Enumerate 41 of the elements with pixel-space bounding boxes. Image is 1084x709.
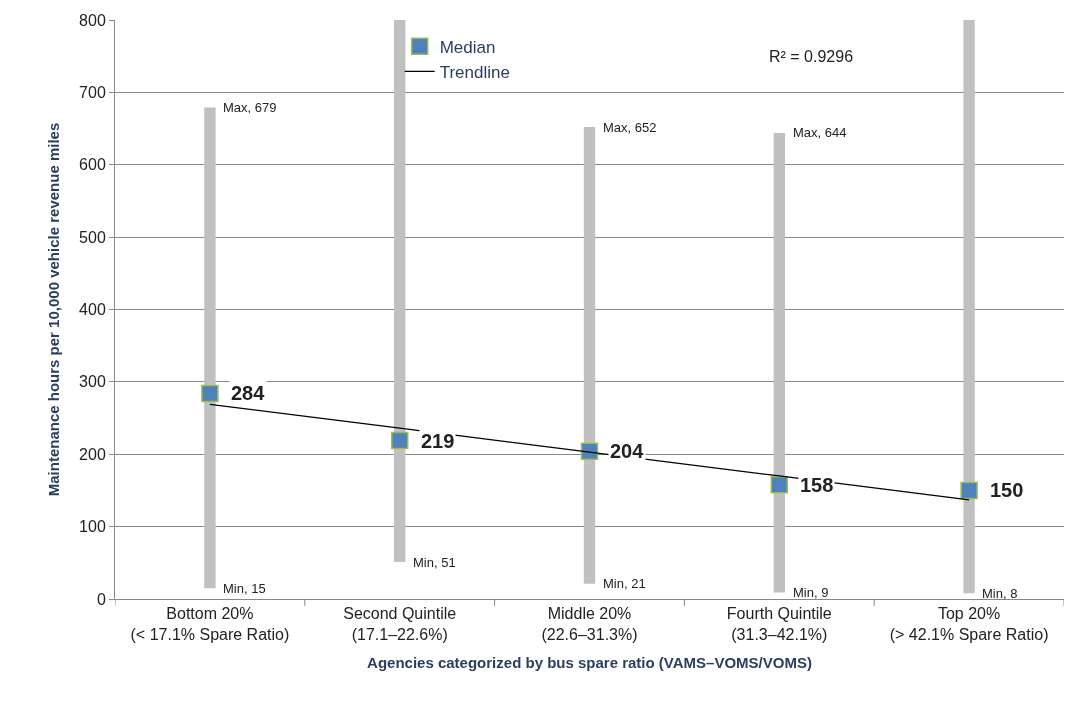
legend-label: Trendline bbox=[439, 62, 510, 82]
legend-label: Median bbox=[439, 37, 496, 57]
y-axis-title: Maintenance hours per 10,000 vehicle revenue miles bbox=[45, 122, 63, 497]
annotation: Min, 15 bbox=[223, 581, 266, 596]
data-label: 204 bbox=[610, 440, 645, 462]
y-tick-label: 800 bbox=[79, 11, 106, 29]
y-tick-label: 600 bbox=[79, 156, 106, 174]
point bbox=[960, 481, 978, 500]
bar bbox=[963, 20, 975, 594]
bar bbox=[204, 107, 216, 589]
point bbox=[201, 384, 219, 403]
annotation: Max, 644 bbox=[793, 125, 847, 140]
y-tick-label: 500 bbox=[79, 228, 106, 246]
x-tick-label: Second Quintile (17.1–22.6%) bbox=[343, 605, 457, 643]
x-axis-title: Agencies categorized by bus spare ratio (VAMS–VOMS/VOMS) bbox=[367, 654, 812, 671]
x-tick-label: Bottom 20% (< 17.1% Spare Ratio) bbox=[130, 605, 290, 643]
data-label: 219 bbox=[421, 430, 455, 452]
data-label: 150 bbox=[990, 479, 1024, 501]
annotation: R² = 0.9296 bbox=[769, 48, 854, 65]
data-label: 158 bbox=[800, 474, 834, 496]
y-tick-label: 400 bbox=[79, 301, 106, 319]
annotation: Max, 679 bbox=[223, 100, 277, 115]
bar bbox=[583, 127, 596, 584]
annotation: Min, 8 bbox=[982, 586, 1018, 601]
y-tick-label: 700 bbox=[79, 83, 106, 101]
y-tick-label: 200 bbox=[79, 445, 106, 463]
y-tick-label: 0 bbox=[96, 590, 106, 608]
x-tick-label: Fourth Quintile (31.3–42.1%) bbox=[726, 605, 832, 643]
y-tick-label: 100 bbox=[79, 518, 106, 536]
point bbox=[390, 431, 409, 450]
annotation: Min, 9 bbox=[793, 585, 829, 600]
x-tick-label: Middle 20% (22.6–31.3%) bbox=[541, 605, 638, 643]
annotation: Min, 21 bbox=[603, 576, 646, 591]
point bbox=[770, 475, 789, 494]
bar bbox=[394, 20, 406, 563]
data-label: 284 bbox=[231, 382, 266, 404]
annotation: Max, 652 bbox=[603, 120, 657, 135]
bar bbox=[773, 132, 785, 593]
x-tick-label: Top 20% (> 42.1% Spare Ratio) bbox=[889, 605, 1049, 643]
y-tick-label: 300 bbox=[79, 373, 106, 391]
annotation: Min, 51 bbox=[413, 555, 456, 570]
